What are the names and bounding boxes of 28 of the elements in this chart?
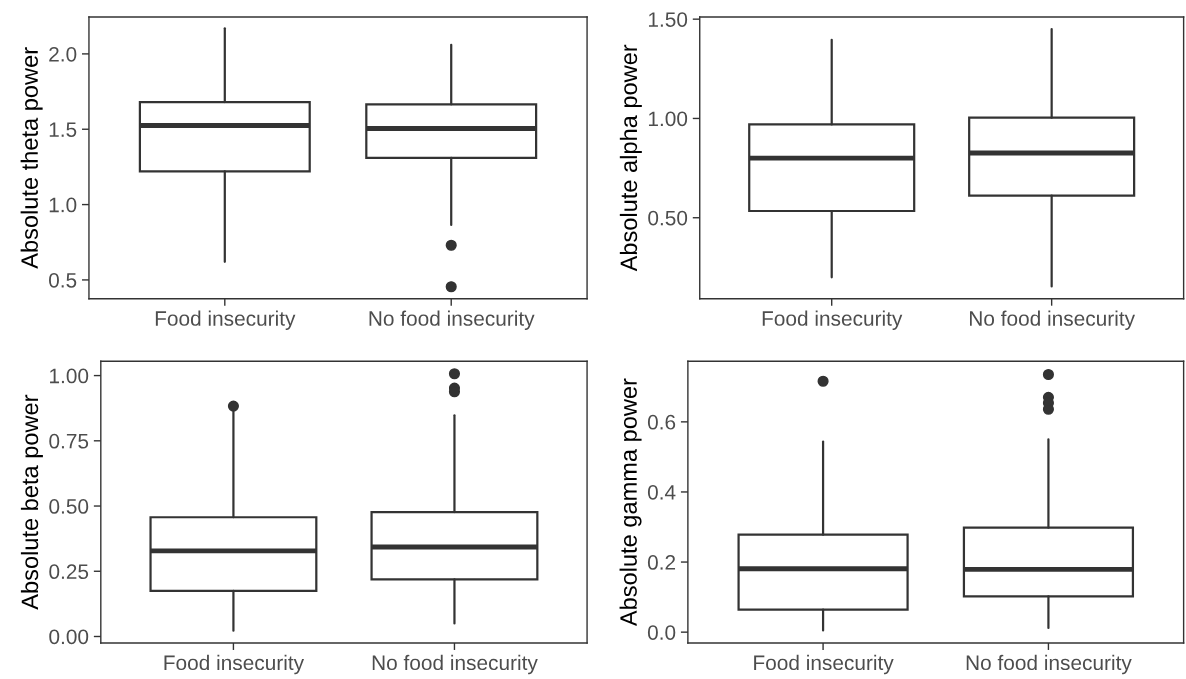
x-tick-label: Food insecurity (155, 310, 296, 330)
y-tick-label: 0.75 (49, 433, 89, 449)
y-tick-label: 0.5 (49, 272, 77, 288)
y-axis-title: Absolute alpha power (619, 44, 642, 272)
y-tick-label: 0.6 (647, 414, 676, 430)
y-tick-label: 1.0 (49, 197, 77, 213)
x-tick-label: No food insecurity (970, 310, 1135, 330)
y-tick-label: 0.2 (647, 555, 676, 570)
y-tick-label: 1.00 (648, 111, 688, 127)
y-tick-label: 2.0 (49, 46, 77, 62)
y-tick-label: 0.25 (49, 564, 89, 580)
y-axis-title: Absolute beta power (20, 394, 43, 610)
y-tick-label: 0.4 (647, 484, 676, 500)
y-tick-label: 1.00 (50, 368, 89, 384)
y-tick-label: 0.00 (49, 629, 89, 645)
x-tick-label: Food insecurity (754, 654, 894, 675)
y-tick-label: 0.0 (647, 625, 676, 640)
y-tick-label: 1.50 (648, 12, 688, 27)
x-tick-label: No food insecurity (369, 310, 535, 330)
x-tick-label: No food insecurity (372, 654, 538, 675)
y-axis-title: Absolute theta power (20, 47, 43, 269)
y-tick-label: 0.50 (648, 210, 688, 226)
x-tick-label: Food insecurity (762, 310, 903, 330)
y-tick-label: 0.50 (49, 499, 89, 514)
y-tick-label: 1.5 (49, 122, 77, 137)
x-tick-label: Food insecurity (164, 654, 305, 675)
y-axis-title: Absolute gamma power (619, 378, 642, 627)
x-tick-label: No food insecurity (966, 654, 1132, 675)
